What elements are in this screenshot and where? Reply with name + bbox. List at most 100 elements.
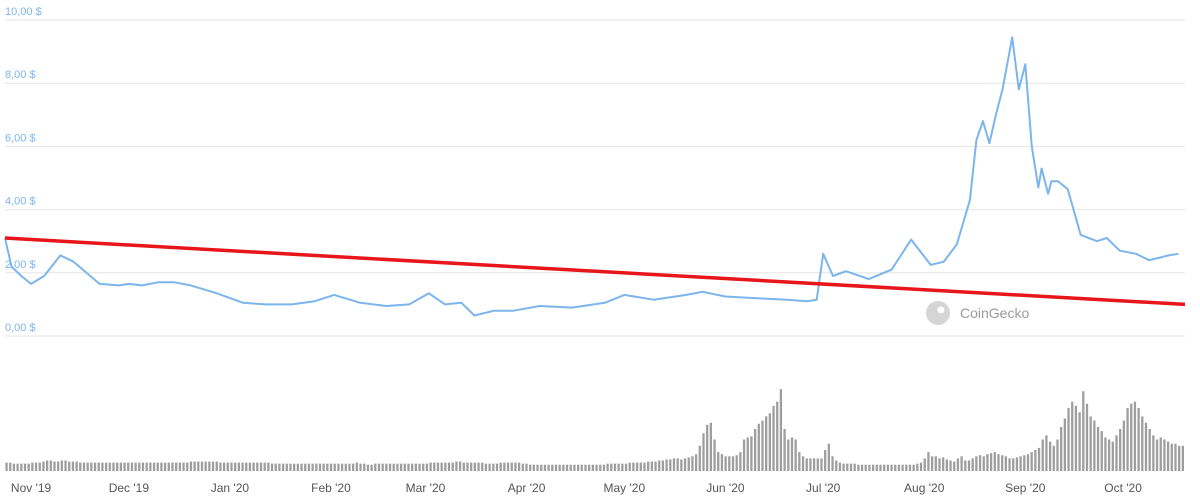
volume-bar	[1082, 391, 1085, 471]
volume-bar	[742, 439, 746, 471]
y-tick-label-2: 4,00 $	[5, 196, 36, 208]
volume-bar	[816, 458, 819, 471]
volume-bar	[1148, 429, 1151, 471]
volume-bar	[779, 389, 783, 471]
trendline-series	[4, 236, 1186, 307]
volume-bar	[318, 463, 322, 471]
volume-bar	[540, 464, 543, 471]
volume-bar	[1093, 420, 1096, 471]
volume-bar	[783, 429, 786, 471]
volume-bar	[433, 462, 436, 471]
trendline	[4, 236, 1186, 307]
volume-bar	[278, 463, 281, 471]
volume-bar	[193, 461, 196, 471]
volume-bar	[64, 460, 67, 471]
volume-bar	[529, 464, 532, 471]
x-tick-label-9: Aug '20	[904, 481, 945, 495]
coingecko-watermark: CoinGecko	[926, 301, 1029, 325]
volume-bar	[355, 462, 358, 471]
volume-bar	[554, 464, 558, 471]
volume-bar	[289, 463, 292, 471]
volume-bar	[222, 462, 226, 471]
volume-bar	[982, 456, 985, 471]
y-tick-label-4: 8,00 $	[5, 69, 36, 81]
volume-bar	[591, 464, 594, 471]
volume-bar	[234, 462, 237, 471]
volume-bar	[82, 462, 86, 471]
volume-bar	[31, 462, 34, 471]
volume-bar	[381, 463, 384, 471]
volume-bar	[735, 455, 738, 471]
volume-bar	[333, 463, 336, 471]
volume-bar	[1111, 441, 1114, 471]
volume-bar	[1133, 401, 1137, 471]
volume-bar	[499, 462, 502, 471]
volume-bar	[942, 457, 945, 471]
volume-bar	[1056, 439, 1059, 471]
volume-bar	[418, 463, 421, 471]
volume-bar	[9, 462, 12, 471]
volume-bar	[451, 462, 454, 471]
volume-bar	[329, 463, 333, 471]
volume-bar	[602, 464, 606, 471]
volume-bar	[919, 462, 923, 471]
volume-bar	[492, 463, 495, 471]
volume-bar	[385, 463, 388, 471]
volume-bar	[798, 452, 801, 471]
volume-bar	[34, 462, 38, 471]
volume-bar	[702, 433, 705, 471]
volume-bar	[399, 463, 403, 471]
volume-bar	[1115, 435, 1118, 471]
volume-bar	[116, 462, 119, 471]
volume-bar	[407, 463, 410, 471]
volume-bar	[429, 462, 432, 471]
volume-bar	[326, 463, 329, 471]
volume-bar	[101, 462, 104, 471]
x-tick-label-11: Oct '20	[1104, 481, 1142, 495]
volume-bar	[130, 462, 134, 471]
volume-bar	[1030, 452, 1033, 471]
volume-bar	[853, 463, 856, 471]
volume-bar	[1100, 431, 1103, 471]
volume-bar	[1041, 439, 1044, 471]
volume-bar	[849, 463, 853, 471]
volume-bar	[57, 461, 60, 471]
volume-bar	[647, 461, 650, 471]
volume-bar	[414, 463, 417, 471]
volume-bar	[938, 458, 941, 471]
volume-bar	[16, 463, 19, 471]
x-tick-label-5: Apr '20	[508, 481, 546, 495]
volume-bar	[388, 463, 392, 471]
volume-bar	[175, 462, 178, 471]
volume-bar	[694, 454, 698, 471]
gecko-eye-icon	[937, 306, 945, 314]
volume-bar	[219, 462, 222, 471]
volume-bar	[894, 464, 897, 471]
volume-bar	[322, 463, 325, 471]
volume-bar	[75, 461, 78, 471]
volume-bar	[975, 456, 978, 471]
volume-bar	[868, 464, 871, 471]
volume-bar	[621, 463, 624, 471]
volume-bar	[949, 460, 952, 471]
volume-bar	[156, 462, 159, 471]
volume-bar	[1034, 450, 1037, 471]
volume-bar	[462, 462, 465, 471]
volume-bar	[964, 460, 967, 471]
volume-bar	[820, 458, 823, 471]
volume-bar	[588, 464, 591, 471]
volume-bar	[565, 464, 569, 471]
volume-bar	[573, 464, 576, 471]
volume-bar	[739, 452, 742, 471]
volume-bar	[713, 439, 716, 471]
volume-bar	[672, 458, 676, 471]
y-tick-label-3: 6,00 $	[5, 132, 36, 144]
volume-bar	[521, 463, 524, 471]
volume-bar	[1052, 445, 1055, 471]
volume-bar	[731, 456, 735, 471]
volume-bar	[215, 461, 218, 471]
volume-bar	[348, 463, 351, 471]
volume-bar	[680, 459, 683, 471]
volume-bar	[989, 453, 993, 471]
volume-bar	[425, 463, 429, 471]
